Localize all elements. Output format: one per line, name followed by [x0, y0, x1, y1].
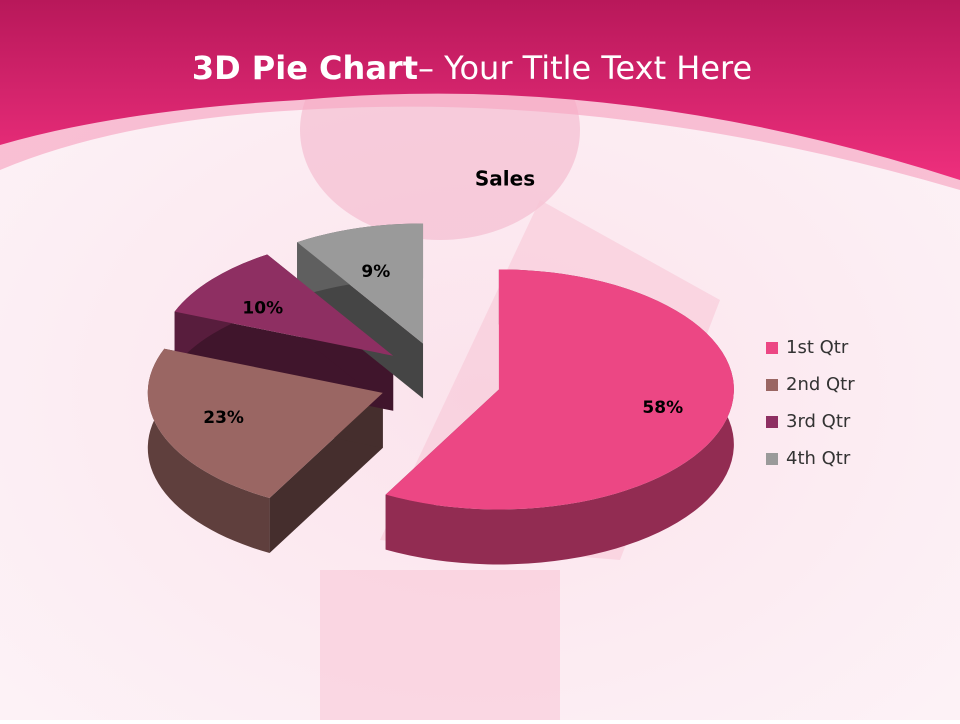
slice [174, 254, 394, 356]
slice [297, 223, 424, 344]
legend-swatch [766, 342, 778, 354]
legend-swatch [766, 379, 778, 391]
title-rest: – Your Title Text Here [418, 49, 752, 87]
data-label: 23% [203, 408, 244, 428]
legend-swatch [766, 416, 778, 428]
slide-title: 3D Pie Chart– Your Title Text Here [192, 49, 752, 87]
data-label: 10% [242, 298, 283, 318]
title-bold: 3D Pie Chart [192, 49, 418, 87]
header [0, 0, 960, 180]
chart-title: Sales [475, 167, 535, 191]
data-label: 58% [642, 398, 683, 418]
data-label: 9% [361, 262, 390, 282]
slice [147, 348, 383, 499]
legend: 1st Qtr 2nd Qtr 3rd Qtr 4th Qtr [766, 337, 855, 469]
slice [385, 269, 734, 510]
legend-label: 3rd Qtr [786, 411, 851, 432]
legend-label: 2nd Qtr [786, 374, 855, 395]
slice-side [147, 348, 270, 554]
legend-label: 1st Qtr [786, 337, 849, 358]
legend-swatch [766, 453, 778, 465]
legend-label: 4th Qtr [786, 448, 851, 469]
pie: 58% 23% 10% 9% [147, 223, 734, 565]
